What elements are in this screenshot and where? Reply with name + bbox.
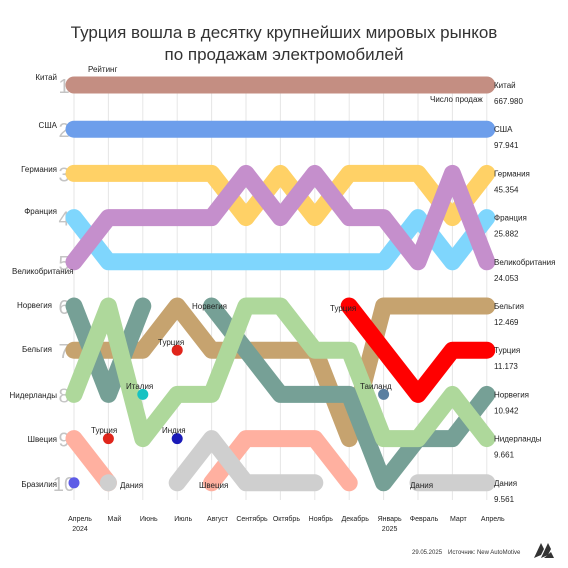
series-line-4-0 [65,164,496,271]
series-line-10-0 [99,474,117,492]
series-line-5-0 [65,297,496,448]
x-tick-4: Август [207,516,229,523]
left-label-9: Бразилия [21,480,57,489]
rank-axis-label: Рейтинг [88,65,117,74]
x-tick-3: Июль [174,516,192,523]
left-label-2: Германия [21,165,57,174]
end-sales-3: 25.882 [494,230,519,239]
inline-label-0: Норвегия [192,302,227,311]
inline-label-6: Швеция [199,481,228,490]
end-label-0: Китай [494,81,516,90]
sales-header: Число продаж [430,95,483,104]
x-tick-year-9: 2025 [382,526,398,533]
rank-number-1: 1 [58,76,69,98]
rank-number-10: 10 [53,474,75,496]
aa-logo-icon [534,543,554,558]
inline-label-8: Дания [410,481,433,490]
chart-title: Турция вошла в десятку крупнейших мировы… [0,22,568,66]
x-tick-0: Апрель [68,516,92,523]
rank-number-4: 4 [58,209,69,231]
x-tick-9: Январь [378,516,402,523]
end-label-2: Германия [494,169,530,178]
footer-source: Источник: New AutoMotive [448,550,521,556]
left-label-7: Нидерланды [10,391,58,400]
series-line-2-0 [65,164,496,227]
series-line-8-0 [65,297,496,448]
rank-number-2: 2 [58,120,69,142]
rank-number-6: 6 [58,297,69,319]
inline-label-3: Турция [91,426,117,435]
inline-label-5: Дания [120,481,143,490]
inline-label-turkey-december: Турция [330,304,356,313]
end-label-6: Турция [494,346,520,355]
end-sales-0: 667.980 [494,97,523,106]
x-tick-12: Апрель [481,516,505,523]
series-line-6-0 [340,297,496,403]
series-line-7-1 [203,297,496,492]
x-tick-2: Июнь [140,516,158,523]
end-label-3: Франция [494,214,527,223]
end-label-7: Норвегия [494,390,529,399]
end-sales-2: 45.354 [494,185,519,194]
end-label-1: США [494,125,513,134]
series-line-3-0 [65,209,496,271]
end-label-4: Великобритания [494,258,555,267]
x-tick-6: Октябрь [273,515,300,523]
single-point-5 [378,388,390,400]
chart-title-line-1: Турция вошла в десятку крупнейших мировы… [70,23,498,42]
single-point-1 [102,433,114,445]
footer-date: 29.05.2025 [412,550,443,556]
inline-label-7: Таиланд [360,382,392,391]
x-tick-7: Ноябрь [309,515,334,523]
end-sales-7: 10.942 [494,406,519,415]
left-label-0: Китай [35,73,57,82]
end-sales-4: 24.053 [494,274,519,283]
left-label-1: США [39,121,58,130]
end-sales-9: 9.561 [494,495,515,504]
left-label-6: Бельгия [22,345,52,354]
left-label-5: Норвегия [17,301,52,310]
end-sales-8: 9.661 [494,451,515,460]
series-line-9-0 [65,430,117,492]
x-tick-1: Май [108,515,122,523]
end-sales-6: 11.173 [494,362,518,371]
end-sales-1: 97.941 [494,141,519,150]
inline-label-4: Индия [162,426,186,435]
single-point-0 [68,477,80,489]
x-tick-8: Декабрь [342,515,370,523]
x-tick-11: Март [450,516,468,523]
rank-number-9: 9 [58,430,69,452]
x-tick-year-0: 2024 [72,526,88,533]
series-line-10-1 [168,430,324,492]
single-point-3 [171,344,183,356]
x-tick-10: Февраль [410,516,439,523]
left-label-4: Великобритания [12,267,73,276]
single-point-4 [171,433,183,445]
rank-number-3: 3 [58,164,69,186]
left-label-8: Швеция [28,435,57,444]
rank-number-7: 7 [58,341,69,363]
single-point-2 [137,388,149,400]
chart-title-line-2: по продажам электромобилей [164,45,404,64]
inline-label-2: Италия [126,382,153,391]
left-label-3: Франция [24,207,57,216]
end-label-5: Бельгия [494,302,524,311]
x-tick-5: Сентябрь [236,515,268,523]
series-line-7-0 [65,297,152,403]
series-line-9-1 [203,430,358,492]
end-label-8: Нидерланды [494,435,542,444]
rank-number-5: 5 [58,253,69,275]
inline-label-1: Турция [158,338,184,347]
end-label-9: Дания [494,479,517,488]
rank-number-8: 8 [58,385,69,407]
end-sales-5: 12.469 [494,318,519,327]
